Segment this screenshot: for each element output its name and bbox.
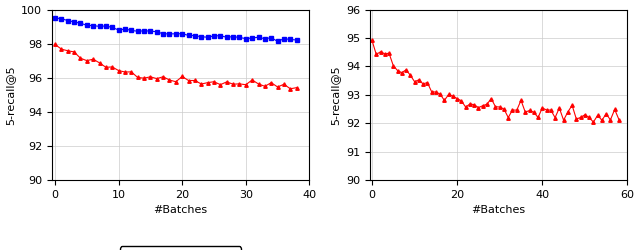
L 300	[147, 30, 154, 32]
L 95	[248, 78, 256, 82]
L 95	[147, 75, 154, 78]
X-axis label: #Batches: #Batches	[472, 205, 525, 215]
L 95	[166, 78, 173, 82]
L 300	[77, 22, 84, 25]
L 95	[432, 90, 440, 94]
Y-axis label: 5-recall@5: 5-recall@5	[330, 65, 340, 124]
X-axis label: #Batches: #Batches	[154, 205, 207, 215]
L 300	[102, 24, 109, 28]
L 300	[172, 32, 180, 35]
L 300	[229, 35, 237, 38]
L 300	[236, 36, 243, 39]
L 95	[127, 70, 135, 73]
Legend: L 95, L 300: L 95, L 300	[120, 246, 241, 250]
L 95	[108, 66, 116, 68]
L 95	[236, 82, 243, 85]
L 95	[210, 80, 218, 83]
L 95	[77, 57, 84, 60]
L 300	[204, 36, 211, 39]
L 300	[51, 16, 59, 20]
L 95	[368, 39, 376, 42]
L 95	[255, 82, 262, 86]
L 300	[121, 28, 129, 30]
L 95	[51, 43, 59, 46]
L 95	[70, 50, 78, 53]
L 300	[248, 36, 256, 40]
L 95	[58, 48, 65, 51]
L 95	[615, 118, 623, 121]
L 300	[127, 29, 135, 32]
L 95	[377, 50, 385, 53]
L 95	[185, 79, 193, 82]
L 95	[204, 81, 211, 84]
L 300	[166, 32, 173, 35]
L 95	[179, 75, 186, 78]
L 95	[261, 85, 269, 88]
L 300	[274, 40, 282, 43]
L 300	[287, 38, 294, 41]
L 300	[64, 19, 72, 22]
L 300	[115, 28, 122, 32]
L 95	[406, 74, 414, 77]
L 95	[172, 80, 180, 83]
L 300	[191, 34, 199, 37]
L 95	[159, 75, 167, 78]
L 95	[153, 77, 161, 80]
L 300	[210, 34, 218, 37]
L 95	[268, 81, 275, 84]
L 300	[268, 36, 275, 39]
L 300	[223, 36, 230, 39]
L 95	[293, 86, 301, 89]
L 95	[90, 58, 97, 61]
L 300	[153, 30, 161, 33]
L 300	[280, 37, 288, 40]
L 300	[293, 38, 301, 42]
L 95	[216, 83, 224, 86]
L 300	[58, 17, 65, 20]
L 95	[121, 70, 129, 74]
L 300	[179, 32, 186, 35]
L 95	[496, 106, 504, 108]
L 95	[96, 62, 104, 64]
L 300	[185, 34, 193, 37]
L 95	[274, 86, 282, 88]
L 300	[261, 37, 269, 40]
L 95	[140, 77, 148, 80]
L 300	[83, 24, 91, 27]
L 95	[115, 69, 122, 72]
L 300	[140, 29, 148, 32]
Y-axis label: 5-recall@5: 5-recall@5	[6, 65, 15, 124]
L 95	[280, 83, 288, 86]
L 95	[134, 76, 141, 79]
L 300	[216, 34, 224, 37]
L 300	[108, 26, 116, 29]
L 95	[547, 108, 555, 112]
L 95	[287, 87, 294, 90]
L 300	[96, 25, 104, 28]
L 300	[134, 30, 141, 33]
L 95	[191, 79, 199, 82]
L 95	[242, 83, 250, 86]
L 95	[394, 69, 401, 72]
L 95	[229, 83, 237, 86]
L 300	[198, 35, 205, 38]
Line: L 300: L 300	[53, 16, 298, 43]
L 300	[70, 20, 78, 24]
L 300	[242, 37, 250, 40]
Line: L 95: L 95	[371, 39, 621, 124]
L 95	[83, 59, 91, 62]
L 95	[64, 49, 72, 52]
L 95	[589, 120, 597, 124]
L 95	[223, 80, 230, 84]
L 300	[159, 32, 167, 35]
L 95	[102, 66, 109, 69]
L 300	[90, 24, 97, 27]
L 95	[198, 82, 205, 86]
Line: L 95: L 95	[53, 42, 298, 90]
L 300	[255, 36, 262, 39]
